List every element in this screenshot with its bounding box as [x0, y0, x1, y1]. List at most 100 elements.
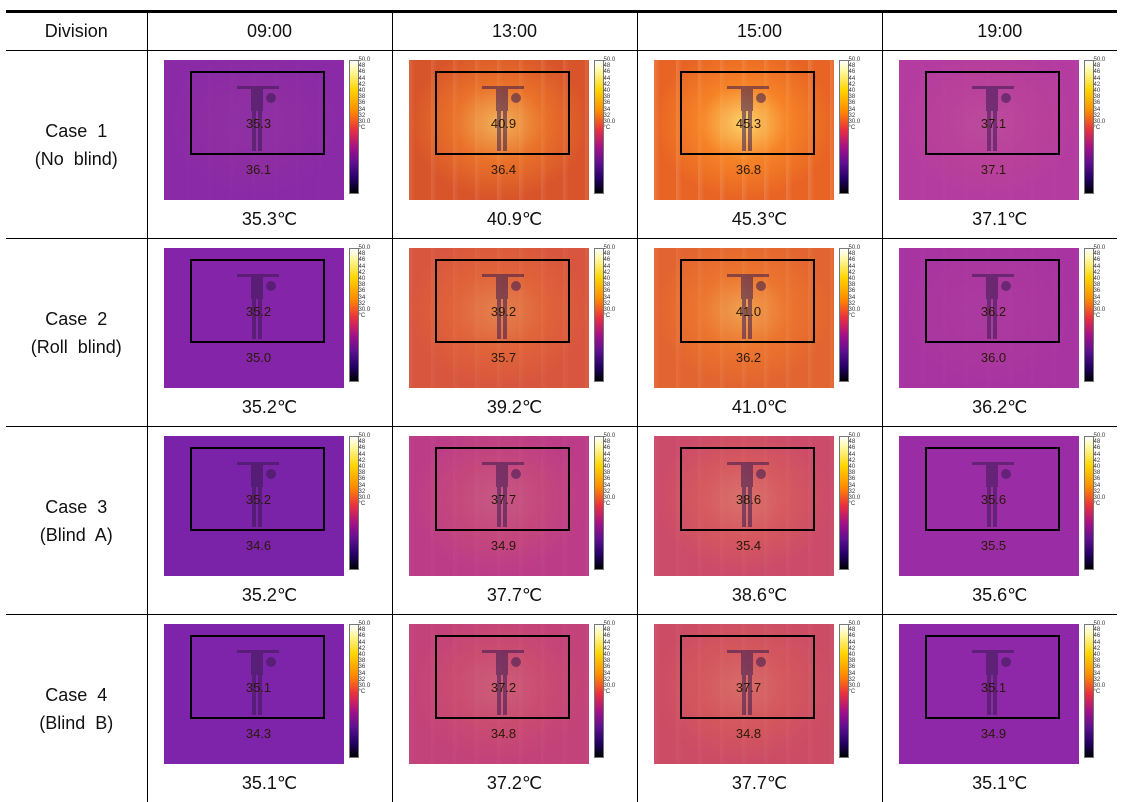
outside-temperature-label: 34.9 [969, 726, 1019, 741]
color-scale-bar [1084, 248, 1094, 382]
thermal-comparison-table: Division 09:00 13:00 15:00 19:00 Case 1(… [6, 10, 1117, 802]
outside-temperature-label: 36.2 [724, 350, 774, 365]
outside-temperature-label: 34.6 [234, 538, 284, 553]
header-time-1500: 15:00 [637, 12, 882, 51]
inside-temperature-label: 37.7 [479, 492, 529, 507]
color-scale-bar [839, 624, 849, 758]
case-blind-type: (Blind A) [6, 521, 147, 549]
inside-temperature-label: 38.6 [724, 492, 774, 507]
outside-temperature-label: 35.5 [969, 538, 1019, 553]
color-scale-bar [839, 60, 849, 194]
inside-temperature-label: 36.2 [969, 304, 1019, 319]
outside-temperature-label: 35.4 [724, 538, 774, 553]
measured-temperature-caption: 39.2℃ [393, 397, 637, 418]
scale-tick-label: °C [604, 313, 616, 319]
measured-temperature-caption: 37.1℃ [883, 209, 1118, 230]
outside-temperature-label: 36.4 [479, 162, 529, 177]
case-name: Case 2 [6, 305, 147, 333]
thermal-image: 35.1 34.9 [899, 624, 1079, 764]
color-scale-bar [839, 248, 849, 382]
outside-temperature-label: 36.1 [234, 162, 284, 177]
measured-temperature-caption: 41.0℃ [638, 397, 882, 418]
measured-temperature-caption: 37.7℃ [638, 773, 882, 794]
thermal-image: 35.6 35.5 [899, 436, 1079, 576]
outside-temperature-label: 36.0 [969, 350, 1019, 365]
color-scale-bar [1084, 624, 1094, 758]
measurement-region-box [680, 635, 815, 719]
inside-temperature-label: 37.7 [724, 680, 774, 695]
color-scale-bar [594, 436, 604, 570]
case-blind-type: (Roll blind) [6, 333, 147, 361]
measured-temperature-caption: 40.9℃ [393, 209, 637, 230]
outside-temperature-label: 34.9 [479, 538, 529, 553]
measured-temperature-caption: 35.1℃ [148, 773, 392, 794]
case-label-cell: Case 2(Roll blind) [6, 239, 147, 427]
outside-temperature-label: 34.8 [724, 726, 774, 741]
scale-tick-label: °C [604, 689, 616, 695]
color-scale-bar [594, 624, 604, 758]
measured-temperature-caption: 37.2℃ [393, 773, 637, 794]
scale-tick-label: °C [604, 501, 616, 507]
color-scale-bar [349, 60, 359, 194]
outside-temperature-label: 34.8 [479, 726, 529, 741]
inside-temperature-label: 45.3 [724, 116, 774, 131]
case-label-cell: Case 1(No blind) [6, 51, 147, 239]
scale-tick-label: °C [1094, 313, 1106, 319]
measurement-region-box [680, 71, 815, 155]
inside-temperature-label: 35.1 [969, 680, 1019, 695]
scale-tick-label: °C [1094, 501, 1106, 507]
color-scale-bar [1084, 436, 1094, 570]
scale-tick-label: °C [1094, 125, 1106, 131]
thermal-image: 36.2 36.0 [899, 248, 1079, 388]
outside-temperature-label: 34.3 [234, 726, 284, 741]
measured-temperature-caption: 37.7℃ [393, 585, 637, 606]
inside-temperature-label: 35.6 [969, 492, 1019, 507]
thermal-image: 35.1 34.3 [164, 624, 344, 764]
scale-tick-label: °C [359, 125, 371, 131]
measured-temperature-caption: 45.3℃ [638, 209, 882, 230]
measurement-region-box [680, 259, 815, 343]
scale-tick-label: °C [849, 125, 861, 131]
scale-tick-label: °C [359, 313, 371, 319]
scale-tick-label: °C [359, 501, 371, 507]
scale-tick-label: °C [1094, 689, 1106, 695]
scale-tick-label: °C [849, 689, 861, 695]
color-scale-bar [594, 60, 604, 194]
outside-temperature-label: 35.7 [479, 350, 529, 365]
measurement-region-box [680, 447, 815, 531]
color-scale-bar [594, 248, 604, 382]
inside-temperature-label: 35.1 [234, 680, 284, 695]
case-blind-type: (No blind) [6, 145, 147, 173]
